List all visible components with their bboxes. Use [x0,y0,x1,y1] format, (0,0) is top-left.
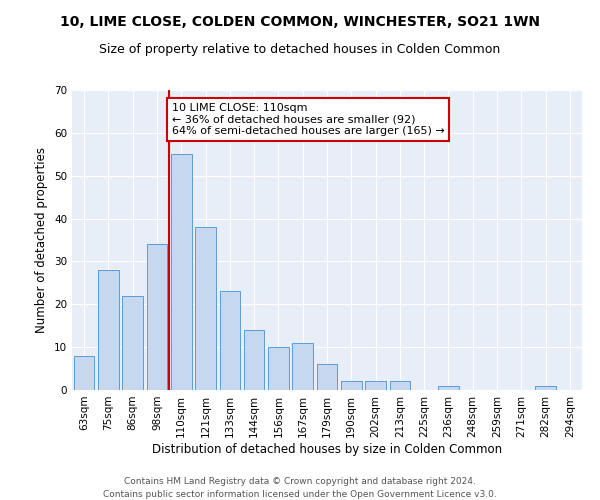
Bar [171,154,191,390]
Bar [535,386,556,390]
Text: Size of property relative to detached houses in Colden Common: Size of property relative to detached ho… [100,42,500,56]
Bar [341,382,362,390]
Bar [122,296,143,390]
Bar [389,382,410,390]
Text: Contains HM Land Registry data © Crown copyright and database right 2024.: Contains HM Land Registry data © Crown c… [124,478,476,486]
Bar [365,382,386,390]
Bar [438,386,459,390]
Bar [195,227,216,390]
Bar [146,244,167,390]
Bar [292,343,313,390]
Bar [220,292,240,390]
Bar [317,364,337,390]
Bar [244,330,265,390]
Bar [74,356,94,390]
Bar [268,347,289,390]
Text: 10 LIME CLOSE: 110sqm
← 36% of detached houses are smaller (92)
64% of semi-deta: 10 LIME CLOSE: 110sqm ← 36% of detached … [172,103,445,136]
Text: 10, LIME CLOSE, COLDEN COMMON, WINCHESTER, SO21 1WN: 10, LIME CLOSE, COLDEN COMMON, WINCHESTE… [60,15,540,29]
Text: Contains public sector information licensed under the Open Government Licence v3: Contains public sector information licen… [103,490,497,499]
X-axis label: Distribution of detached houses by size in Colden Common: Distribution of detached houses by size … [152,442,502,456]
Y-axis label: Number of detached properties: Number of detached properties [35,147,49,333]
Bar [98,270,119,390]
